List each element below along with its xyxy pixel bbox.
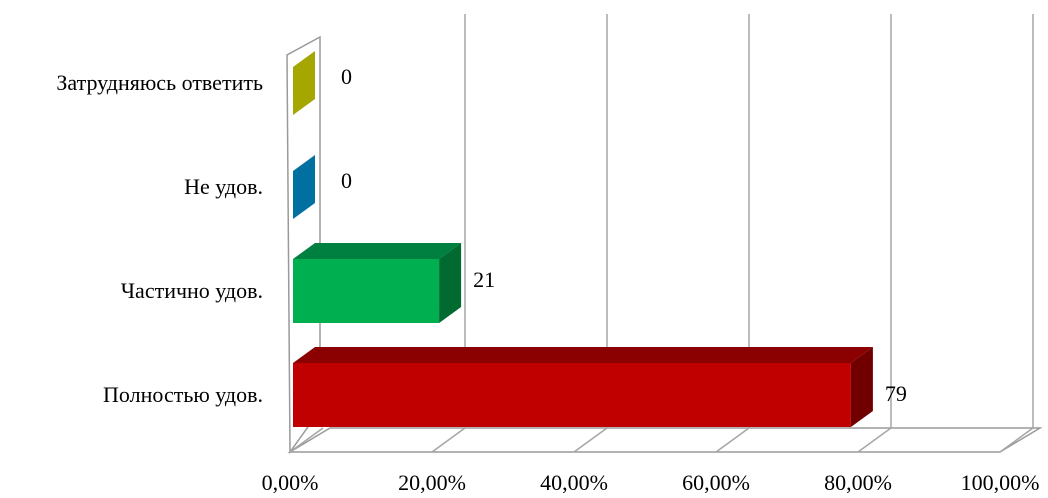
bar-top bbox=[293, 243, 462, 259]
category-label: Затрудняюсь ответить bbox=[56, 70, 263, 95]
bar bbox=[293, 363, 851, 427]
floor-gridline bbox=[431, 427, 466, 453]
data-label: 0 bbox=[341, 168, 352, 193]
floor-gridline bbox=[289, 427, 324, 453]
bar bbox=[293, 259, 440, 323]
bar-side bbox=[439, 243, 462, 323]
x-tick-label: 80,00% bbox=[824, 470, 892, 493]
floor-gridline bbox=[999, 427, 1034, 453]
floor-gridline bbox=[573, 427, 608, 453]
x-tick-label: 0,00% bbox=[262, 470, 319, 493]
bar-top bbox=[293, 347, 873, 363]
bar bbox=[293, 51, 315, 115]
bar-side bbox=[850, 347, 873, 427]
category-label: Частично удов. bbox=[121, 278, 263, 303]
category-label: Полностью удов. bbox=[103, 382, 263, 407]
bar bbox=[293, 155, 315, 219]
x-tick-label: 100,00% bbox=[961, 470, 1040, 493]
floor-gridline bbox=[715, 427, 750, 453]
data-label: 79 bbox=[885, 381, 907, 406]
x-tick-label: 20,00% bbox=[398, 470, 466, 493]
data-label: 0 bbox=[341, 64, 352, 89]
x-tick-label: 60,00% bbox=[682, 470, 750, 493]
floor bbox=[287, 427, 1043, 453]
x-tick-label: 40,00% bbox=[540, 470, 608, 493]
floor-gridline bbox=[857, 427, 892, 453]
category-label: Не удов. bbox=[184, 174, 263, 199]
data-label: 21 bbox=[473, 267, 495, 292]
